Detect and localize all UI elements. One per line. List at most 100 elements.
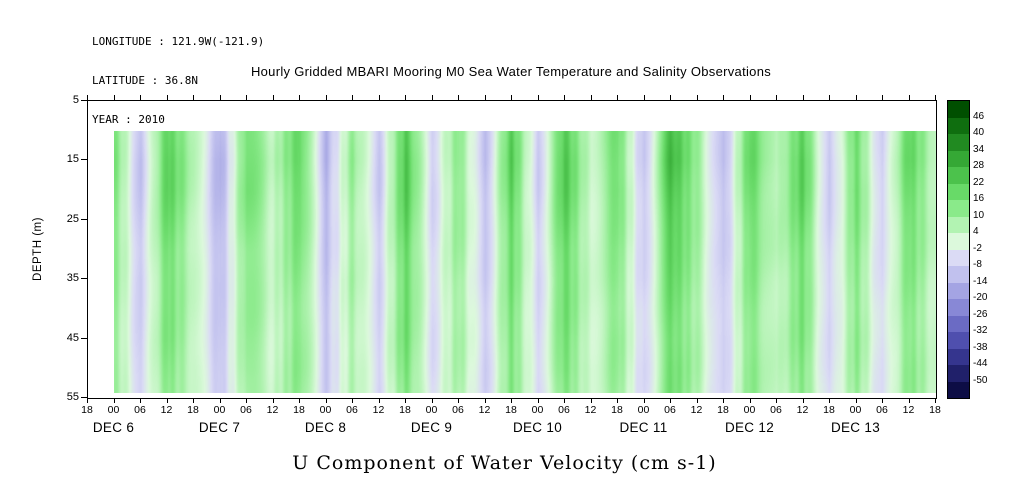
colorbar-segment bbox=[948, 381, 969, 398]
x-tickmark-bottom bbox=[484, 398, 486, 403]
y-tickmark bbox=[81, 278, 87, 280]
y-tick-label: 5 bbox=[72, 94, 79, 106]
y-tickmark bbox=[81, 218, 87, 220]
y-tickmark bbox=[81, 337, 87, 339]
latitude-label: LATITUDE : 36.8N bbox=[92, 73, 198, 87]
x-tickmark-bottom bbox=[749, 398, 751, 403]
x-tickmark-bottom bbox=[325, 398, 327, 403]
x-tickmark-bottom bbox=[776, 398, 777, 403]
colorbar-tick-label: 34 bbox=[973, 143, 985, 155]
colorbar-segment bbox=[948, 315, 969, 332]
colorbar-tick-label: -32 bbox=[973, 325, 988, 336]
x-date-label: DEC 9 bbox=[410, 420, 453, 435]
colorbar-tick-label: 46 bbox=[973, 110, 985, 122]
x-hour-label: 12 bbox=[690, 404, 703, 416]
x-hour-label: 18 bbox=[187, 404, 199, 416]
colorbar-segment bbox=[948, 216, 969, 233]
x-date-label: DEC 8 bbox=[304, 420, 347, 435]
x-hour-label: 18 bbox=[717, 404, 729, 416]
longitude-label: LONGITUDE : 121.9W(-121.9) bbox=[92, 34, 265, 48]
colorbar-segment bbox=[948, 365, 969, 382]
x-tickmark-bottom bbox=[670, 398, 671, 403]
y-tick-label: 25 bbox=[66, 212, 79, 225]
x-tickmark-top bbox=[643, 95, 645, 100]
x-hour-label: 06 bbox=[770, 404, 782, 416]
x-tickmark-bottom bbox=[113, 398, 115, 403]
x-hour-label: 12 bbox=[266, 404, 279, 416]
plot-area bbox=[87, 100, 937, 399]
x-tickmark-top bbox=[882, 95, 883, 100]
colorbar-tick-label: 16 bbox=[973, 193, 985, 204]
x-hour-label: 18 bbox=[929, 404, 941, 416]
x-hour-label: 18 bbox=[823, 404, 835, 416]
x-tickmark-top bbox=[723, 95, 724, 100]
x-hour-label: 06 bbox=[452, 404, 464, 416]
colorbar-segment bbox=[948, 299, 969, 316]
colorbar-tick-label: -50 bbox=[973, 374, 988, 386]
x-hour-label: 18 bbox=[81, 404, 93, 416]
x-hour-label: 00 bbox=[743, 404, 756, 416]
x-tickmark-bottom bbox=[537, 398, 539, 403]
x-tickmark-bottom bbox=[908, 398, 910, 403]
x-tickmark-top bbox=[431, 95, 433, 100]
x-tickmark-top bbox=[193, 95, 194, 100]
x-hour-label: 06 bbox=[346, 404, 358, 416]
x-tickmark-bottom bbox=[643, 398, 645, 403]
x-hour-label: 06 bbox=[664, 404, 676, 416]
x-date-label: DEC 7 bbox=[198, 420, 241, 435]
x-tickmark-top bbox=[696, 95, 698, 100]
x-tickmark-bottom bbox=[882, 398, 883, 403]
x-tickmark-top bbox=[590, 95, 592, 100]
x-tickmark-bottom bbox=[352, 398, 353, 403]
x-tickmark-bottom bbox=[829, 398, 830, 403]
x-tickmark-top bbox=[325, 95, 327, 100]
y-tick-label: 45 bbox=[66, 331, 79, 344]
y-tickmark bbox=[81, 159, 87, 161]
colorbar-segment bbox=[948, 150, 969, 167]
y-axis-label: DEPTH (m) bbox=[32, 216, 45, 281]
x-hour-label: 06 bbox=[876, 404, 888, 416]
x-tickmark-bottom bbox=[405, 398, 406, 403]
x-tickmark-top bbox=[749, 95, 751, 100]
x-tickmark-top bbox=[352, 95, 353, 100]
colorbar-segment bbox=[948, 282, 969, 299]
colorbar-tick-label: -20 bbox=[973, 292, 988, 303]
x-tickmark-top bbox=[299, 95, 300, 100]
x-tickmark-bottom bbox=[590, 398, 592, 403]
header-info: LONGITUDE : 121.9W(-121.9) LATITUDE : 36… bbox=[92, 10, 264, 153]
y-axis-label-wrap: DEPTH (m) bbox=[30, 100, 46, 397]
x-tickmark-bottom bbox=[166, 398, 168, 403]
x-tickmark-top bbox=[511, 95, 512, 100]
colorbar-tick-label: -14 bbox=[973, 275, 988, 287]
x-tickmark-bottom bbox=[564, 398, 565, 403]
x-tickmark-top bbox=[802, 95, 804, 100]
x-hour-label: 00 bbox=[849, 404, 862, 416]
x-date-label: DEC 10 bbox=[512, 420, 563, 435]
y-tickmark bbox=[81, 100, 87, 101]
x-hour-label: 00 bbox=[637, 404, 650, 416]
x-tickmark-bottom bbox=[458, 398, 459, 403]
x-hour-label: 00 bbox=[107, 404, 120, 416]
colorbar bbox=[947, 100, 970, 399]
x-tickmark-bottom bbox=[855, 398, 857, 403]
x-hour-label: 06 bbox=[240, 404, 252, 416]
x-hour-label: 00 bbox=[425, 404, 438, 416]
x-hour-label: 12 bbox=[372, 404, 385, 416]
x-tickmark-top bbox=[484, 95, 486, 100]
x-tickmark-top bbox=[378, 95, 380, 100]
x-hour-label: 18 bbox=[293, 404, 305, 416]
heatmap-canvas bbox=[114, 131, 936, 393]
colorbar-tick-label: 22 bbox=[973, 176, 985, 188]
x-hour-label: 12 bbox=[160, 404, 173, 416]
colorbar-segment bbox=[948, 167, 969, 184]
x-tickmark-bottom bbox=[935, 398, 936, 403]
plot-title: Hourly Gridded MBARI Mooring M0 Sea Wate… bbox=[250, 64, 772, 79]
x-tickmark-top bbox=[272, 95, 274, 100]
x-hour-label: 18 bbox=[611, 404, 623, 416]
x-tickmark-bottom bbox=[193, 398, 194, 403]
colorbar-segment bbox=[948, 117, 969, 134]
x-tickmark-top bbox=[564, 95, 565, 100]
x-tickmark-bottom bbox=[723, 398, 724, 403]
colorbar-segment bbox=[948, 332, 969, 349]
